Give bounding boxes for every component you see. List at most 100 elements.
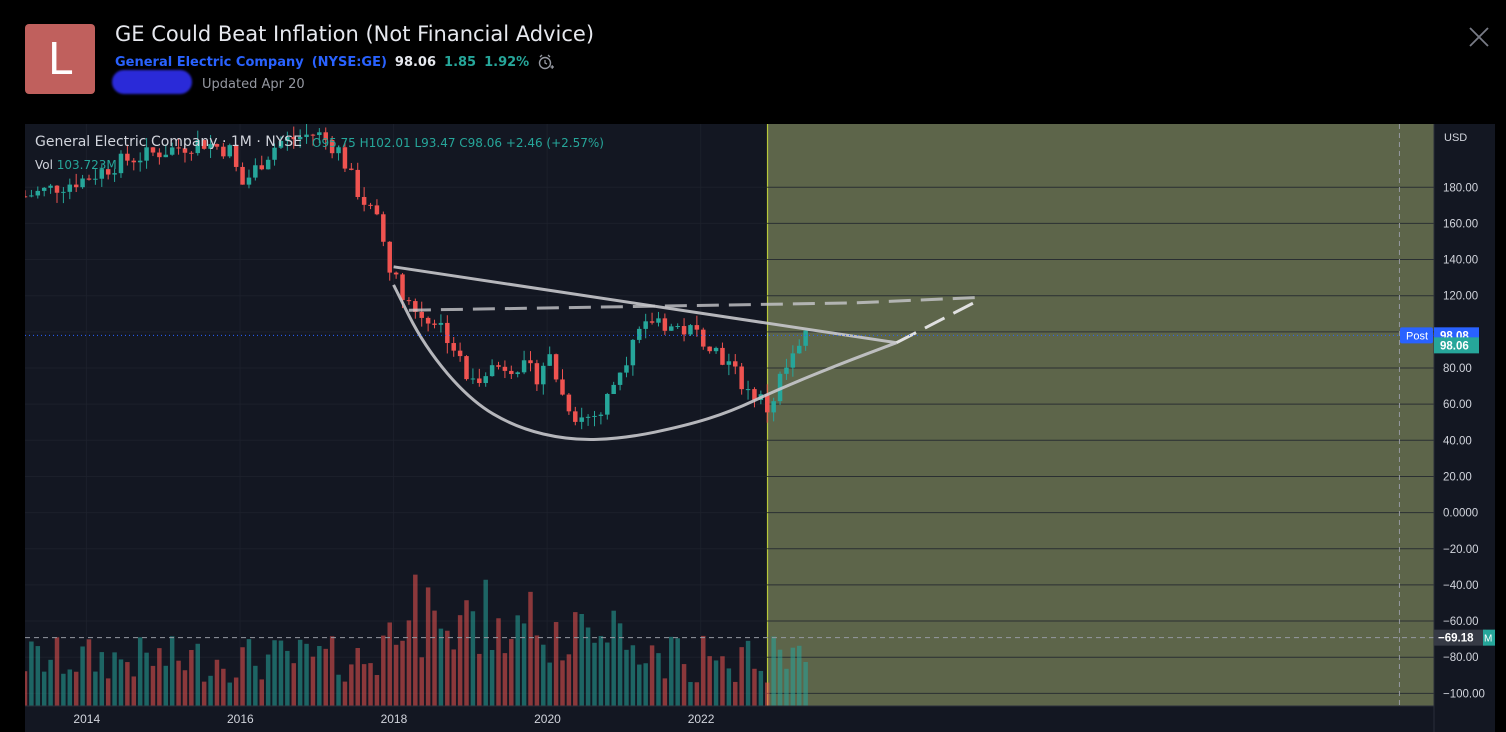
volume-bar	[483, 579, 488, 706]
symbol-row: General Electric Company (NYSE:GE) 98.06…	[115, 53, 555, 71]
candle-body	[99, 169, 105, 179]
volume-bar	[797, 645, 802, 706]
candle-body	[541, 365, 546, 385]
volume-bar	[803, 661, 808, 706]
candle-body	[662, 318, 668, 331]
volume-bar	[125, 662, 130, 706]
candle-body	[483, 376, 488, 384]
candle-body	[285, 137, 290, 141]
volume-bar	[150, 665, 156, 706]
candle-body	[227, 145, 232, 157]
candle-body	[502, 366, 508, 371]
author-avatar[interactable]: L	[25, 24, 95, 94]
y-tick-label: 120.00	[1443, 291, 1478, 303]
alarm-clock-icon[interactable]	[537, 53, 555, 71]
y-tick-label: 160.00	[1443, 218, 1478, 230]
candle-body	[221, 146, 226, 157]
volume-bar	[105, 678, 111, 706]
volume-bar	[259, 679, 264, 706]
volume-bar	[381, 635, 386, 706]
candle-body	[643, 321, 648, 329]
candle-body	[720, 347, 725, 365]
candle-body	[329, 140, 335, 154]
candle-body	[406, 300, 412, 302]
candle-body	[208, 144, 213, 149]
candle-body	[393, 272, 399, 275]
volume-bar	[73, 671, 79, 706]
y-tick-label: 20.00	[1443, 471, 1472, 483]
candle-body	[342, 147, 348, 169]
volume-bar	[48, 659, 53, 706]
post-tag	[1400, 327, 1433, 344]
author-name-redacted	[112, 70, 192, 94]
candle-body	[797, 345, 802, 354]
volume-bar	[477, 653, 482, 706]
candle-body	[790, 353, 796, 368]
candle-body	[48, 185, 53, 188]
candle-body	[445, 322, 450, 344]
idea-title: GE Could Beat Inflation (Not Financial A…	[115, 22, 595, 46]
volume-bar	[470, 611, 476, 706]
volume-bar	[752, 668, 757, 706]
candle-body	[611, 384, 616, 395]
volume-bar	[304, 643, 309, 706]
candle-body	[477, 378, 482, 384]
volume-bar	[624, 649, 629, 706]
volume-bar	[233, 677, 239, 706]
candle-body	[745, 389, 751, 391]
volume-bar	[662, 678, 668, 706]
candle-body	[688, 325, 693, 335]
volume-bar	[240, 647, 245, 706]
candle-body	[694, 325, 700, 330]
volume-bar	[253, 665, 258, 706]
volume-bar	[598, 636, 604, 706]
volume-bar	[54, 637, 60, 706]
volume-bar	[29, 641, 34, 706]
close-icon[interactable]	[1466, 24, 1492, 50]
volume-bar	[227, 682, 232, 706]
volume-bar	[387, 622, 392, 706]
volume-bar	[784, 668, 789, 706]
volume-bar	[189, 649, 194, 706]
candle-body	[669, 326, 674, 331]
candle-body	[675, 326, 680, 328]
candle-body	[451, 343, 456, 351]
candle-body	[73, 184, 79, 188]
volume-bar	[214, 659, 220, 706]
candle-body	[464, 356, 469, 380]
company-link[interactable]: General Electric Company	[115, 54, 304, 70]
volume-bar	[502, 653, 508, 706]
volume-bar	[790, 647, 796, 706]
candle-body	[592, 415, 597, 417]
candle-body	[317, 132, 322, 136]
candle-body	[521, 360, 527, 373]
x-tick-label: 2020	[534, 712, 561, 726]
candle-body	[598, 414, 604, 416]
volume-bar	[208, 675, 213, 706]
volume-bar	[451, 649, 456, 706]
ticker-link[interactable]: (NYSE:GE)	[311, 54, 387, 70]
candle-body	[272, 147, 277, 160]
volume-bar	[457, 615, 463, 706]
currency-label: USD	[1444, 132, 1467, 144]
volume-bar	[515, 615, 520, 706]
volume-bar	[649, 645, 655, 706]
x-tick-label: 2016	[227, 712, 254, 726]
volume-bar	[553, 622, 559, 706]
volume-bar	[195, 643, 201, 706]
volume-bar	[675, 638, 680, 706]
candle-body	[131, 160, 137, 163]
candle-body	[163, 154, 169, 158]
candle-body	[201, 140, 207, 149]
volume-bar	[566, 654, 572, 706]
price-chart[interactable]: USD 180.00 160.00 140.00 120.00 80.00 60.00 40.…	[25, 124, 1495, 732]
candle-body	[246, 177, 252, 185]
last-price-badge	[1434, 337, 1479, 354]
candle-body	[214, 144, 220, 147]
candle-body	[681, 326, 687, 335]
candle-body	[112, 173, 117, 175]
volume-bar	[137, 637, 143, 706]
volume-bar	[541, 644, 546, 706]
y-tick-label: −100.00	[1443, 688, 1485, 700]
volume-bar	[758, 670, 764, 706]
